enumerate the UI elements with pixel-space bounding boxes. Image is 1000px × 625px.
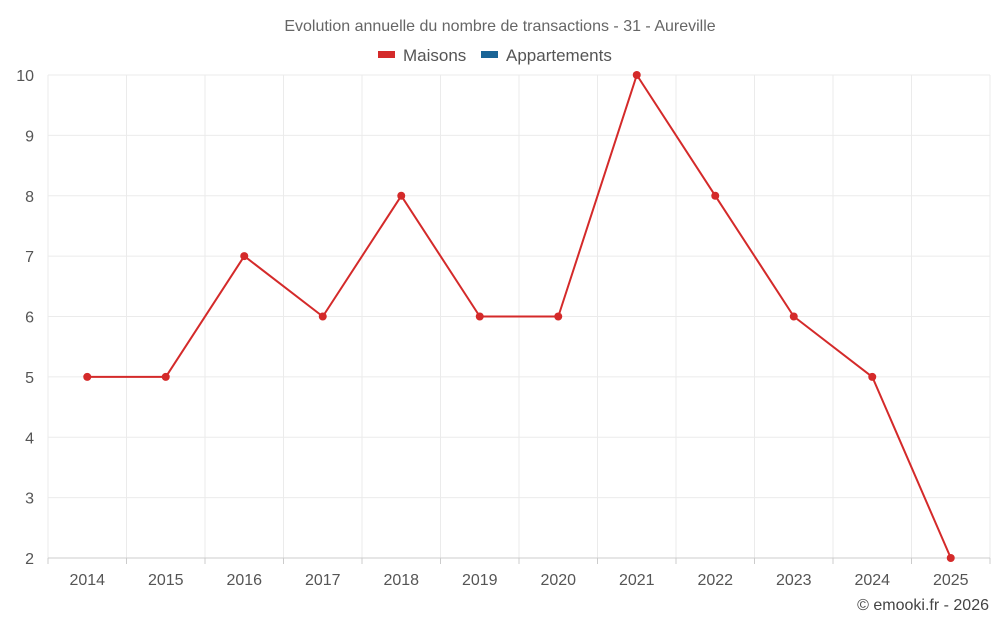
x-tick-label: 2023 (776, 572, 812, 589)
y-tick-label: 7 (25, 249, 34, 266)
grid (47, 74, 991, 559)
x-tick-label: 2020 (540, 572, 576, 589)
x-tick-label: 2025 (933, 572, 969, 589)
legend-swatch-maisons (378, 51, 395, 58)
x-tick-label: 2018 (383, 572, 419, 589)
y-tick-label: 5 (25, 370, 34, 387)
data-point-maisons-2015[interactable] (161, 372, 170, 381)
data-point-maisons-2023[interactable] (789, 312, 798, 321)
x-tick-label: 2015 (148, 572, 184, 589)
data-point-maisons-2018[interactable] (397, 191, 406, 200)
data-point-maisons-2022[interactable] (711, 191, 720, 200)
data-point-maisons-2020[interactable] (554, 312, 563, 321)
x-tick-label: 2017 (305, 572, 341, 589)
x-tick-label: 2022 (697, 572, 733, 589)
y-tick-label: 3 (25, 491, 34, 508)
data-point-maisons-2016[interactable] (240, 252, 249, 261)
chart-title: Evolution annuelle du nombre de transact… (284, 18, 715, 35)
y-tick-label: 6 (25, 310, 34, 327)
x-tick-label: 2014 (69, 572, 105, 589)
data-point-maisons-2021[interactable] (632, 71, 641, 79)
legend-item-appartements[interactable]: Appartements (481, 46, 612, 65)
x-tick-label: 2021 (619, 572, 655, 589)
legend-label-appartements: Appartements (506, 46, 612, 65)
y-tick-label: 10 (16, 68, 34, 85)
y-tick-label: 2 (25, 551, 34, 568)
series-maisons (83, 71, 955, 562)
x-axis-ticks: 2014 2015 2016 2017 2018 2019 2020 2021 2022 2023… (47, 558, 991, 589)
y-axis-ticks: 2 3 4 5 6 7 8 9 10 (16, 68, 34, 568)
data-point-maisons-2025[interactable] (946, 554, 955, 562)
data-point-maisons-2014[interactable] (83, 372, 92, 381)
data-point-maisons-2024[interactable] (868, 372, 877, 381)
y-tick-label: 4 (25, 430, 34, 447)
legend-label-maisons: Maisons (403, 46, 466, 65)
x-tick-label: 2024 (854, 572, 890, 589)
data-point-maisons-2019[interactable] (475, 312, 484, 321)
data-point-maisons-2017[interactable] (318, 312, 327, 321)
credit-text: © emooki.fr - 2026 (857, 597, 989, 614)
legend-item-maisons[interactable]: Maisons (378, 46, 466, 65)
y-tick-label: 9 (25, 128, 34, 145)
series-line-maisons (87, 74, 952, 559)
x-tick-label: 2019 (462, 572, 498, 589)
legend-swatch-appartements (481, 51, 498, 58)
y-tick-label: 8 (25, 189, 34, 206)
x-tick-label: 2016 (226, 572, 262, 589)
legend: Maisons Appartements (378, 46, 612, 65)
